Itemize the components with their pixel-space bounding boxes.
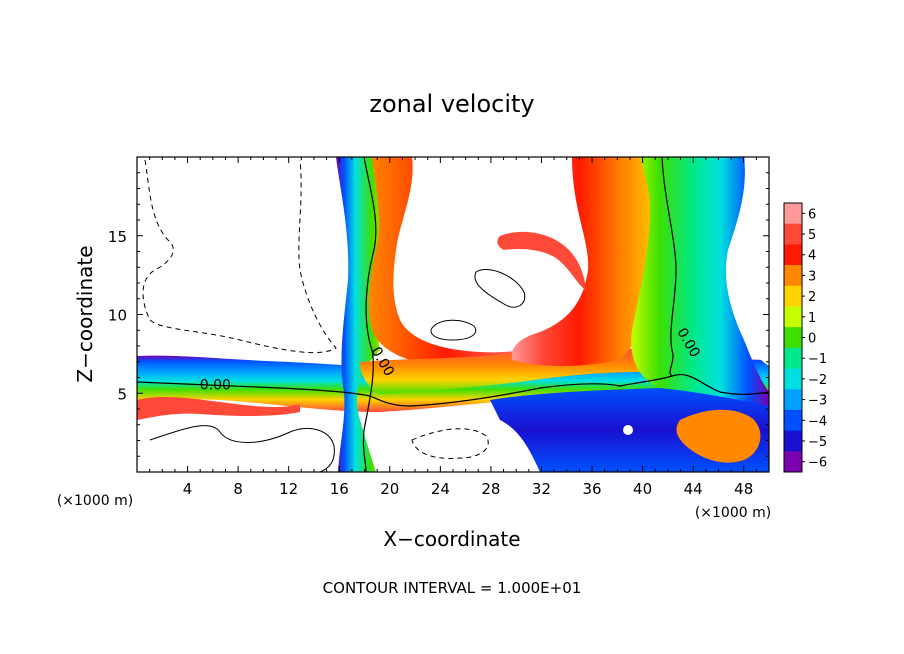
colorbar-tick-label: −3 <box>808 394 827 409</box>
colorbar-tick-label: 3 <box>808 269 816 284</box>
colorbar-tick-label: 5 <box>808 228 816 243</box>
field-right-negative-band <box>631 157 769 406</box>
y-axis: 5 10 15 <box>108 172 769 457</box>
colorbar-swatch <box>784 347 802 370</box>
colorbar-swatch <box>784 451 802 473</box>
x-tick-label: 36 <box>582 480 601 498</box>
x-axis-label: X−coordinate <box>383 527 520 551</box>
x-tick-label: 20 <box>380 480 399 498</box>
colorbar-swatch <box>784 368 802 390</box>
solid-contour-lower-left <box>149 425 335 472</box>
field-lower-left-lobe <box>137 396 300 420</box>
colorbar-swatch <box>784 203 802 225</box>
colorbar-tick-label: 6 <box>808 207 816 222</box>
x-tick-label: 48 <box>734 480 753 498</box>
colorbar-swatch <box>784 409 802 432</box>
x-axis: 4 8 12 16 20 24 28 32 36 40 44 48 <box>149 157 757 498</box>
x-unit-left: (×1000 m) <box>57 493 133 509</box>
field-positive-swirl <box>497 231 586 290</box>
field-right-edge-pocket <box>744 262 769 366</box>
colorbar-tick-label: 2 <box>808 290 816 305</box>
field-right-jet <box>511 157 662 366</box>
y-axis-label: Z−coordinate <box>73 245 97 382</box>
x-unit-right: (×1000 m) <box>695 505 771 521</box>
dashed-contour-lower <box>411 428 489 459</box>
zero-contour-main <box>137 374 769 407</box>
colorbar: 6 5 4 3 2 1 0 −1 −2 −3 −4 −5 −6 <box>783 202 827 473</box>
zero-contour-closed-1 <box>430 319 477 341</box>
colorbar-swatch <box>784 306 802 328</box>
y-tick-label: 5 <box>117 385 127 403</box>
colorbar-tick-label: 0 <box>808 332 816 347</box>
zero-contour-vertical-left <box>362 157 377 472</box>
colorbar-tick-label: 4 <box>808 249 816 264</box>
x-tick-label: 28 <box>481 480 500 498</box>
y-tick-label: 15 <box>108 228 127 246</box>
colorbar-swatch <box>784 327 802 349</box>
chart-title: zonal velocity <box>369 90 534 118</box>
colorbar-swatch <box>784 285 802 307</box>
x-tick-label: 44 <box>684 480 703 498</box>
plot-area <box>137 157 769 472</box>
colorbar-swatch <box>784 430 802 452</box>
contour-label: 0.00 <box>200 377 231 393</box>
x-tick-label: 32 <box>532 480 551 498</box>
colorbar-swatch <box>784 389 802 411</box>
colorbar-swatch <box>784 223 802 245</box>
colorbar-tick-label: −5 <box>808 435 827 450</box>
zero-contour-closed-2 <box>474 269 526 308</box>
field-lower-right-blob <box>676 409 761 463</box>
colorbar-tick-label: −2 <box>808 373 827 388</box>
x-tick-label: 4 <box>183 480 193 498</box>
x-tick-label: 24 <box>431 480 450 498</box>
zero-contour-vertical-right <box>661 157 677 377</box>
colorbar-tick-label: −1 <box>808 352 827 367</box>
colorbar-swatch <box>784 244 802 266</box>
x-tick-label: 8 <box>233 480 243 498</box>
field-small-hole <box>623 425 633 435</box>
colorbar-tick-label: 1 <box>808 311 816 326</box>
x-tick-label: 12 <box>279 480 298 498</box>
colorbar-tick-label: −4 <box>808 414 827 429</box>
y-tick-label: 10 <box>108 307 127 325</box>
x-tick-label: 16 <box>330 480 349 498</box>
contour-interval-note: CONTOUR INTERVAL = 1.000E+01 <box>323 579 582 597</box>
colorbar-tick-label: −6 <box>808 456 827 471</box>
x-tick-label: 40 <box>633 480 652 498</box>
colorbar-swatch <box>784 265 802 287</box>
